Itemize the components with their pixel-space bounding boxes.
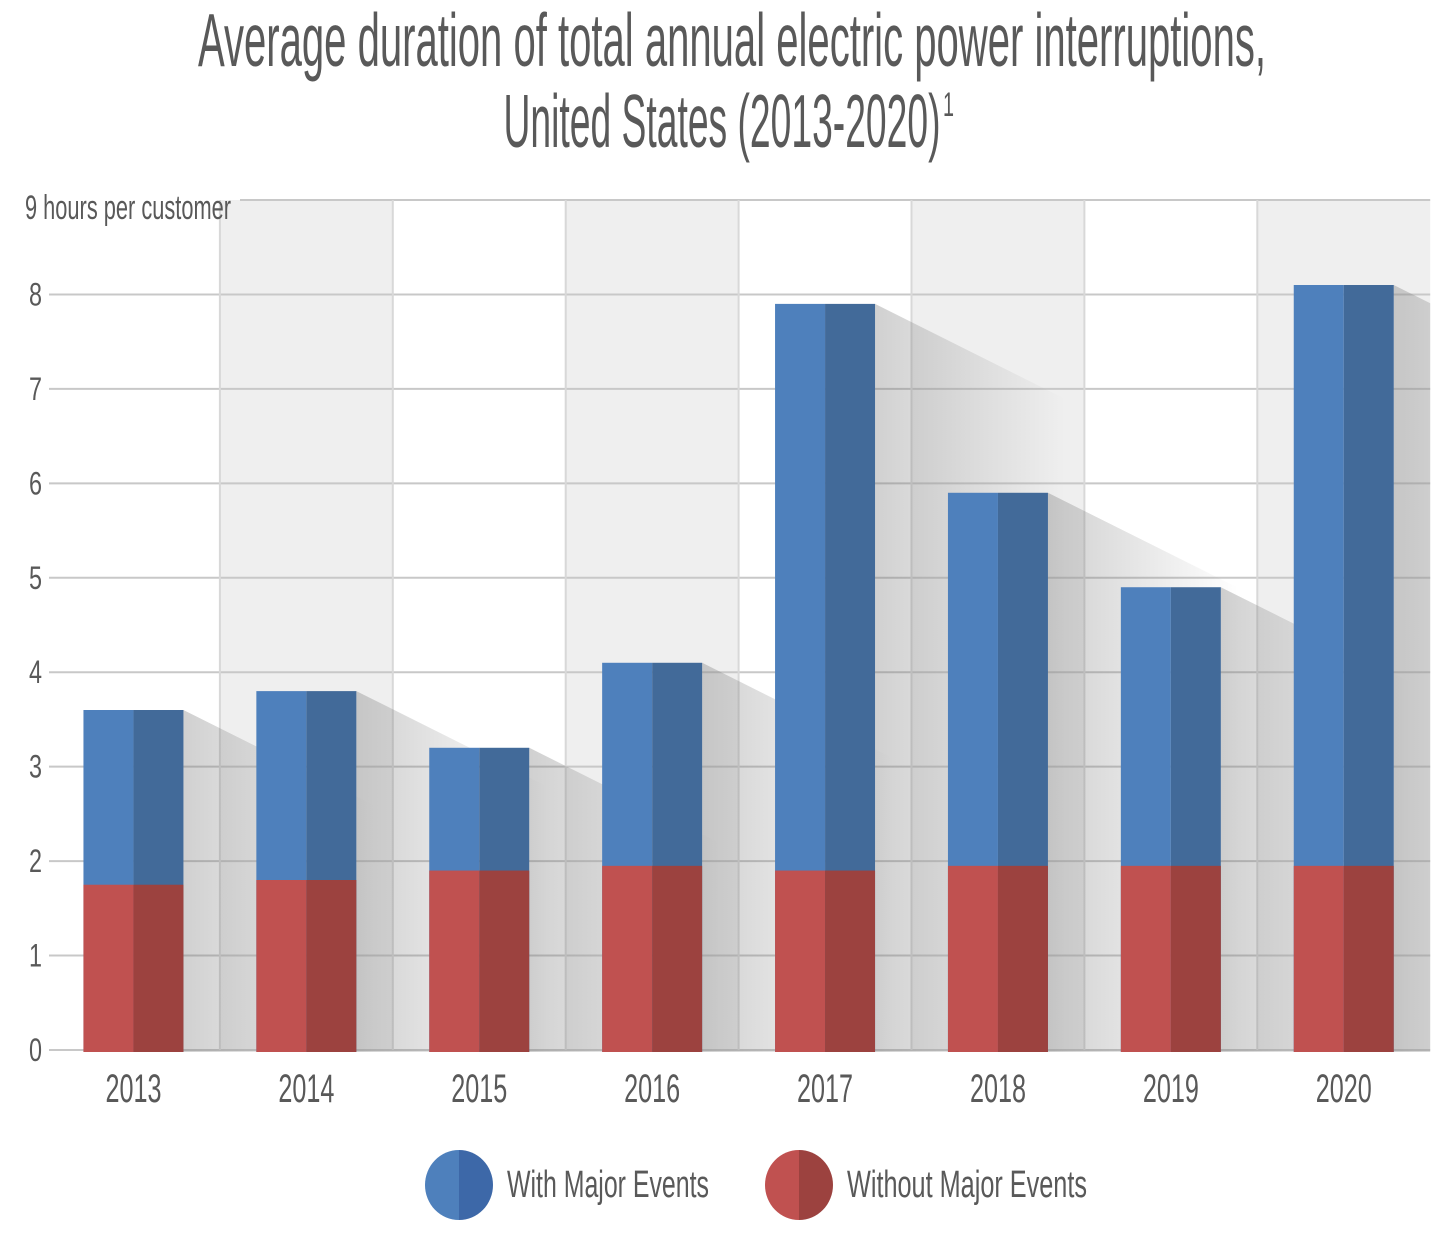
bar-group-2018 bbox=[947, 492, 1048, 1052]
x-axis-label-2016: 2016 bbox=[624, 1067, 680, 1111]
chart-title-line1: Average duration of total annual electri… bbox=[198, 0, 1266, 82]
y-axis-label-6: 6 bbox=[29, 465, 42, 501]
legend-marker-icon bbox=[459, 1150, 493, 1220]
legend-marker-icon bbox=[799, 1150, 833, 1220]
bar-group-2014 bbox=[256, 691, 357, 1052]
x-axis-label-2019: 2019 bbox=[1143, 1067, 1199, 1111]
bar-group-2017 bbox=[775, 303, 876, 1052]
legend-marker-icon bbox=[765, 1150, 799, 1220]
bar-2017-without-major-events-light bbox=[775, 870, 826, 1052]
bar-2019-without-major-events-light bbox=[1120, 865, 1171, 1052]
bar-2013-without-major-events-light bbox=[83, 884, 134, 1052]
y-axis-label-5: 5 bbox=[29, 560, 42, 596]
y-axis-label-3: 3 bbox=[29, 749, 42, 785]
bar-2020-without-major-events-light bbox=[1293, 865, 1344, 1052]
legend-item-without-major-events: Without Major Events bbox=[765, 1150, 1087, 1220]
legend-marker-icon bbox=[425, 1150, 459, 1220]
y-axis-label-4: 4 bbox=[29, 654, 42, 690]
bar-group-2019 bbox=[1120, 587, 1221, 1052]
y-axis-label-2: 2 bbox=[29, 843, 42, 879]
bar-2016-without-major-events-dark bbox=[652, 865, 703, 1052]
x-axis-label-2017: 2017 bbox=[797, 1067, 853, 1111]
bar-group-2016 bbox=[602, 662, 703, 1052]
y-axis-label-0: 0 bbox=[29, 1032, 42, 1068]
bar-2016-without-major-events-light bbox=[602, 865, 653, 1052]
legend-item-with-major-events: With Major Events bbox=[425, 1150, 709, 1220]
bar-2015-without-major-events-dark bbox=[479, 870, 530, 1052]
bar-2014-without-major-events-dark bbox=[306, 880, 357, 1052]
legend-label: Without Major Events bbox=[847, 1164, 1087, 1206]
legend-label: With Major Events bbox=[507, 1164, 709, 1206]
x-axis-label-2014: 2014 bbox=[278, 1067, 334, 1111]
bar-2020-without-major-events-dark bbox=[1343, 865, 1394, 1052]
bar-2017-without-major-events-dark bbox=[825, 870, 876, 1052]
bar-group-2020 bbox=[1293, 285, 1394, 1052]
x-axis-label-2013: 2013 bbox=[105, 1067, 161, 1111]
bar-2014-without-major-events-light bbox=[256, 880, 307, 1052]
bar-2018-without-major-events-dark bbox=[997, 865, 1048, 1052]
y-axis-label-8: 8 bbox=[29, 276, 42, 312]
bar-shadow-2020 bbox=[1393, 285, 1431, 1052]
bar-2013-without-major-events-dark bbox=[133, 884, 184, 1052]
x-axis-label-2020: 2020 bbox=[1316, 1067, 1372, 1111]
bar-group-2013 bbox=[83, 710, 184, 1052]
bar-2015-without-major-events-light bbox=[429, 870, 480, 1052]
bar-2018-without-major-events-light bbox=[947, 865, 998, 1052]
y-axis-label-1: 1 bbox=[29, 938, 42, 974]
chart-title-line2: United States (2013-2020) bbox=[504, 79, 941, 163]
bar-group-2015 bbox=[429, 747, 530, 1052]
y-axis-label-7: 7 bbox=[29, 371, 42, 407]
chart-title-footnote-marker: 1 bbox=[943, 86, 954, 124]
x-axis-label-2018: 2018 bbox=[970, 1067, 1026, 1111]
x-axis-label-2015: 2015 bbox=[451, 1067, 507, 1111]
y-axis-unit-label: 9 hours per customer bbox=[25, 189, 231, 227]
bar-2019-without-major-events-dark bbox=[1170, 865, 1221, 1052]
